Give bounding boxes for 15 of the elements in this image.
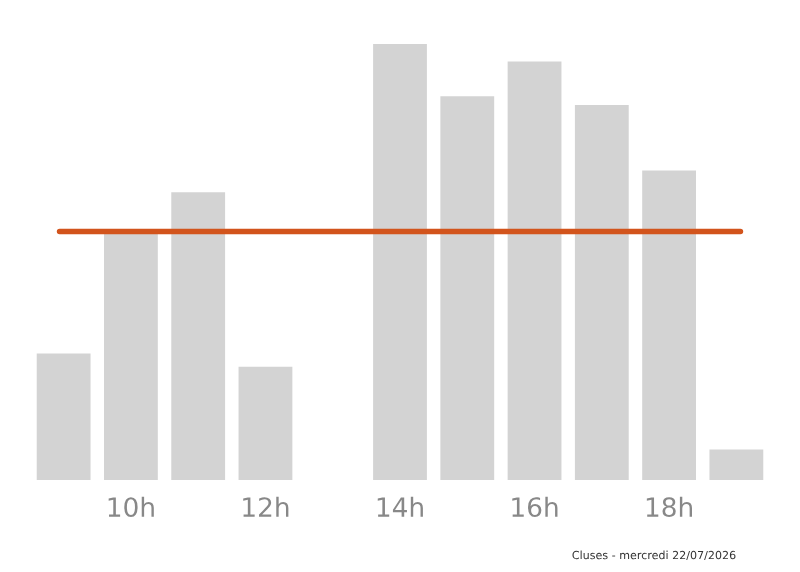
bar	[104, 231, 158, 480]
x-tick-label: 14h	[377, 496, 423, 517]
x-tick-label: 10h	[108, 496, 154, 518]
bar	[36, 353, 91, 480]
x-tick-label: 12h	[243, 496, 289, 517]
bar	[642, 170, 696, 480]
x-tick-label: 18h	[646, 496, 692, 518]
bar	[574, 105, 629, 480]
bar	[373, 44, 427, 480]
bar	[440, 96, 495, 480]
bar	[709, 449, 764, 480]
x-tick-label: 16h	[512, 496, 558, 518]
bar	[507, 61, 562, 480]
bar	[238, 366, 293, 480]
bar	[171, 192, 226, 480]
